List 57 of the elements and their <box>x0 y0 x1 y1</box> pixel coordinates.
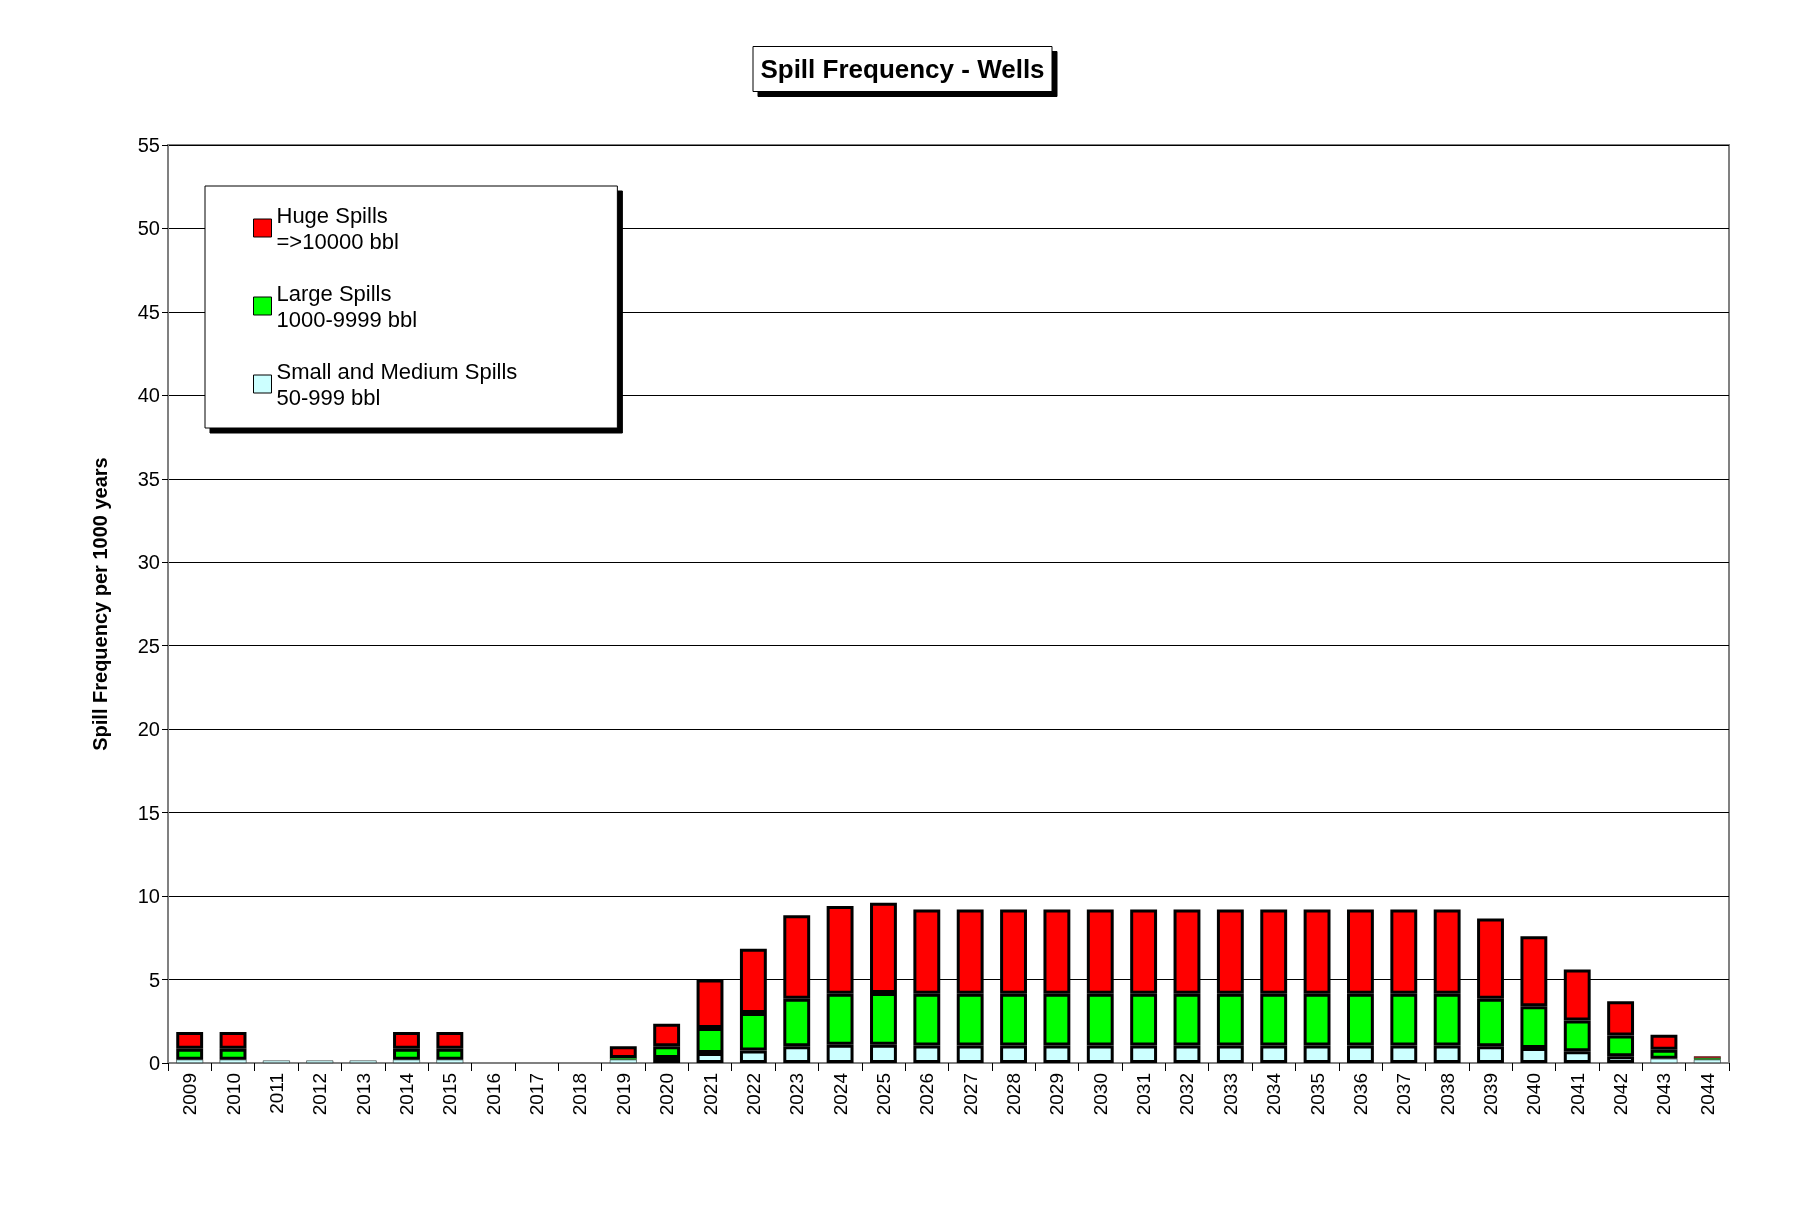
y-tick-label: 35 <box>137 467 160 490</box>
x-tick-label: 2021 <box>699 1073 721 1116</box>
y-tick-label: 40 <box>137 384 160 407</box>
x-tick-label: 2039 <box>1480 1073 1502 1116</box>
x-tick-label: 2016 <box>482 1073 504 1116</box>
x-tick-label: 2009 <box>179 1073 201 1116</box>
x-tick-label: 2031 <box>1133 1073 1155 1116</box>
y-tick-label: 20 <box>137 718 160 741</box>
x-tick-label: 2033 <box>1219 1073 1241 1116</box>
x-tick-label: 2044 <box>1696 1072 1718 1116</box>
legend-label: Huge Spills =>10000 bbl <box>276 202 399 254</box>
x-tick-label: 2010 <box>222 1073 244 1116</box>
y-tick-label: 5 <box>148 968 160 991</box>
bar <box>306 1060 334 1063</box>
x-tick-label: 2043 <box>1653 1073 1675 1116</box>
x-tick-label: 2014 <box>395 1072 417 1116</box>
x-tick-label: 2023 <box>786 1073 808 1116</box>
y-tick-label: 10 <box>137 885 160 908</box>
x-tick-label: 2037 <box>1393 1073 1415 1116</box>
legend-label: Small and Medium Spills 50-999 bbl <box>276 358 518 410</box>
x-tick-label: 2034 <box>1263 1072 1285 1116</box>
x-tick-label: 2040 <box>1523 1073 1545 1116</box>
legend-label: Large Spills 1000-9999 bbl <box>276 280 418 332</box>
x-tick-label: 2019 <box>612 1073 634 1116</box>
y-tick-label: 55 <box>137 134 160 156</box>
x-tick-label: 2030 <box>1089 1073 1111 1116</box>
x-tick-label: 2041 <box>1566 1073 1588 1116</box>
x-tick-label: 2032 <box>1176 1073 1198 1116</box>
x-tick-label: 2029 <box>1046 1073 1068 1116</box>
x-tick-label: 2025 <box>872 1073 894 1116</box>
x-tick-label: 2022 <box>742 1073 764 1116</box>
x-tick-label: 2042 <box>1610 1073 1632 1116</box>
y-axis-title: Spill Frequency per 1000 years <box>89 457 111 751</box>
x-tick-label: 2024 <box>829 1072 851 1116</box>
bar <box>262 1060 290 1063</box>
bar <box>349 1060 377 1063</box>
x-tick-label: 2038 <box>1436 1073 1458 1116</box>
x-tick-label: 2017 <box>526 1073 548 1116</box>
y-tick-label: 30 <box>137 551 160 574</box>
x-tick-label: 2013 <box>352 1073 374 1116</box>
x-tick-label: 2036 <box>1349 1073 1371 1116</box>
y-tick-label: 45 <box>137 300 160 323</box>
x-tick-label: 2035 <box>1306 1073 1328 1116</box>
bar <box>609 1046 637 1058</box>
x-tick-label: 2012 <box>309 1073 331 1116</box>
x-tick-label: 2027 <box>959 1073 981 1116</box>
x-tick-label: 2011 <box>265 1073 287 1114</box>
x-tick-label: 2026 <box>916 1073 938 1116</box>
y-tick-label: 50 <box>137 217 160 240</box>
x-tick-label: 2018 <box>569 1073 591 1116</box>
y-tick-label: 15 <box>137 801 160 824</box>
x-tick-label: 2015 <box>439 1073 461 1116</box>
y-tick-label: 25 <box>137 634 160 657</box>
x-tick-label: 2028 <box>1003 1073 1025 1116</box>
y-tick-label: 0 <box>148 1052 160 1074</box>
chart-title: Spill Frequency - Wells <box>760 54 1045 84</box>
x-tick-label: 2020 <box>656 1073 678 1116</box>
